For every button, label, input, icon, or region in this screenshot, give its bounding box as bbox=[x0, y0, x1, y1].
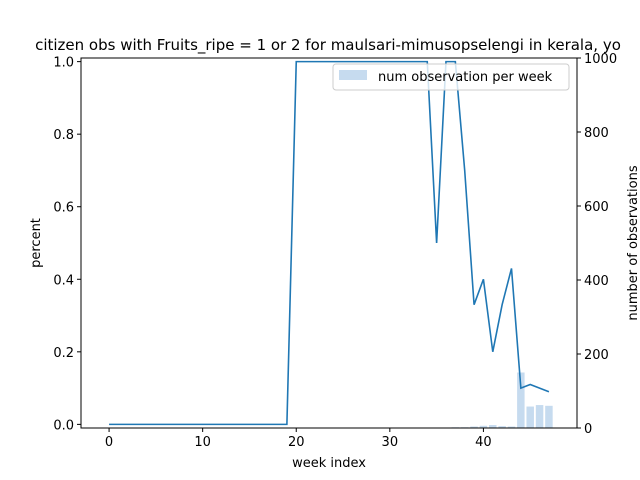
x-tick-label: 10 bbox=[194, 435, 211, 450]
bar-week-45 bbox=[526, 406, 534, 428]
left-y-tick-label: 0.4 bbox=[53, 273, 74, 288]
plot-frame bbox=[80, 57, 578, 429]
left-y-tick-label: 0.8 bbox=[53, 128, 74, 143]
bar-week-39 bbox=[470, 426, 478, 428]
bar-week-46 bbox=[535, 405, 544, 428]
left-y-tick-label: 0.6 bbox=[53, 201, 74, 216]
percent-line bbox=[109, 60, 550, 426]
left-y-tick-label: 1.0 bbox=[53, 56, 74, 71]
bar-week-43 bbox=[507, 426, 516, 428]
right-y-tick-label: 1000 bbox=[584, 52, 617, 67]
bar-week-44 bbox=[517, 372, 525, 428]
legend-label: num observation per week bbox=[378, 70, 553, 85]
legend: num observation per week bbox=[332, 63, 570, 91]
chart-title: citizen obs with Fruits_ripe = 1 or 2 fo… bbox=[35, 36, 621, 55]
x-tick-label: 40 bbox=[475, 435, 492, 450]
x-axis-ticks: 0 10 20 30 40 bbox=[105, 428, 492, 450]
bar-week-40 bbox=[479, 425, 488, 428]
right-y-tick-label: 400 bbox=[584, 274, 609, 289]
legend-frame bbox=[332, 63, 570, 91]
right-y-tick-label: 600 bbox=[584, 200, 609, 215]
right-y-tick-label: 200 bbox=[584, 348, 609, 363]
legend-swatch bbox=[339, 70, 367, 80]
left-y-tick-label: 0.0 bbox=[53, 418, 74, 433]
right-y-tick-label: 0 bbox=[584, 422, 592, 437]
x-tick-label: 20 bbox=[288, 435, 305, 450]
bar-week-47 bbox=[545, 405, 553, 428]
right-y-tick-label: 800 bbox=[584, 126, 609, 141]
x-tick-label: 0 bbox=[105, 435, 113, 450]
x-tick-label: 30 bbox=[382, 435, 399, 450]
left-y-axis-ticks: 0.0 0.2 0.4 0.6 0.8 1.0 bbox=[53, 56, 81, 433]
line-series bbox=[109, 60, 550, 426]
bar-week-42 bbox=[498, 426, 506, 428]
left-y-tick-label: 0.2 bbox=[53, 346, 74, 361]
x-axis-label: week index bbox=[292, 456, 366, 471]
right-y-axis-label: number of observations bbox=[626, 165, 640, 320]
right-y-axis-ticks: 0 200 400 600 800 1000 bbox=[577, 52, 617, 437]
bar-week-41 bbox=[489, 425, 497, 428]
left-y-axis-label: percent bbox=[29, 218, 44, 268]
